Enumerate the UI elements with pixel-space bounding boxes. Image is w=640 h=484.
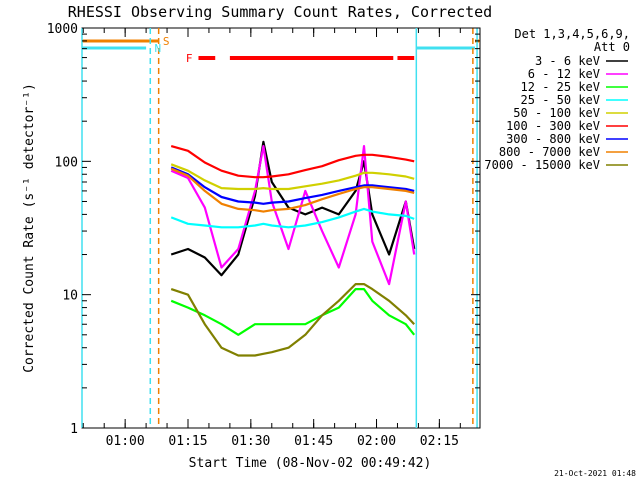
flag-label-f: F <box>186 52 193 65</box>
legend-label: 300 - 800 keV <box>506 132 600 146</box>
x-tick-label: 02:15 <box>420 434 459 449</box>
series-line-1 <box>170 145 416 286</box>
legend-label: 3 - 6 keV <box>535 54 600 68</box>
series-line-0 <box>170 140 416 277</box>
series-line-2 <box>170 288 416 336</box>
flag-label-s: S <box>163 35 170 48</box>
y-tick-label: 10 <box>62 289 78 304</box>
vertical-marker-lines <box>81 28 478 428</box>
y-tick-label: 1 <box>70 422 78 437</box>
legend-label: 25 - 50 keV <box>521 93 600 107</box>
x-tick-label: 01:15 <box>168 434 207 449</box>
legend-label: 100 - 300 keV <box>506 119 600 133</box>
series-line-8 <box>170 283 415 357</box>
series-line-6 <box>170 166 415 205</box>
x-tick-label: 01:45 <box>294 434 333 449</box>
flag-labels: SN F <box>154 35 192 65</box>
x-tick-label: 01:00 <box>106 434 145 449</box>
series-lines <box>170 140 416 357</box>
legend-label: 6 - 12 keV <box>528 67 600 81</box>
series-line-4 <box>170 163 415 191</box>
chart-title: RHESSI Observing Summary Count Rates, Co… <box>68 3 492 21</box>
legend-label: 7000 - 15000 keV <box>484 158 600 172</box>
legend-header-line-1: Det 1,3,4,5,6,9, <box>514 27 630 41</box>
series-line-7 <box>170 167 415 213</box>
legend-header-line-2: Att 0 <box>594 40 630 54</box>
axis-ticks: 1 10 100 1000 01:00 01:15 01:30 01:45 02:00 02:15 <box>47 22 480 449</box>
x-axis-label: Start Time (08-Nov-02 00:49:42) <box>189 456 432 471</box>
y-axis-label: Corrected Count Rate (s⁻¹ detector⁻¹) <box>22 83 37 373</box>
x-tick-label: 02:00 <box>357 434 396 449</box>
flag-label-n: N <box>154 42 161 55</box>
y-tick-label: 1000 <box>47 22 78 37</box>
series-line-5 <box>170 145 415 179</box>
legend-label: 12 - 25 keV <box>521 80 600 94</box>
x-tick-label: 01:30 <box>231 434 270 449</box>
series-line-3 <box>170 207 415 229</box>
legend-label: 800 - 7000 keV <box>499 145 600 159</box>
legend-label: 50 - 100 keV <box>513 106 600 120</box>
generation-timestamp: 21-Oct-2021 01:48 <box>554 469 636 478</box>
flag-bars <box>82 39 480 60</box>
y-tick-label: 100 <box>55 155 78 170</box>
